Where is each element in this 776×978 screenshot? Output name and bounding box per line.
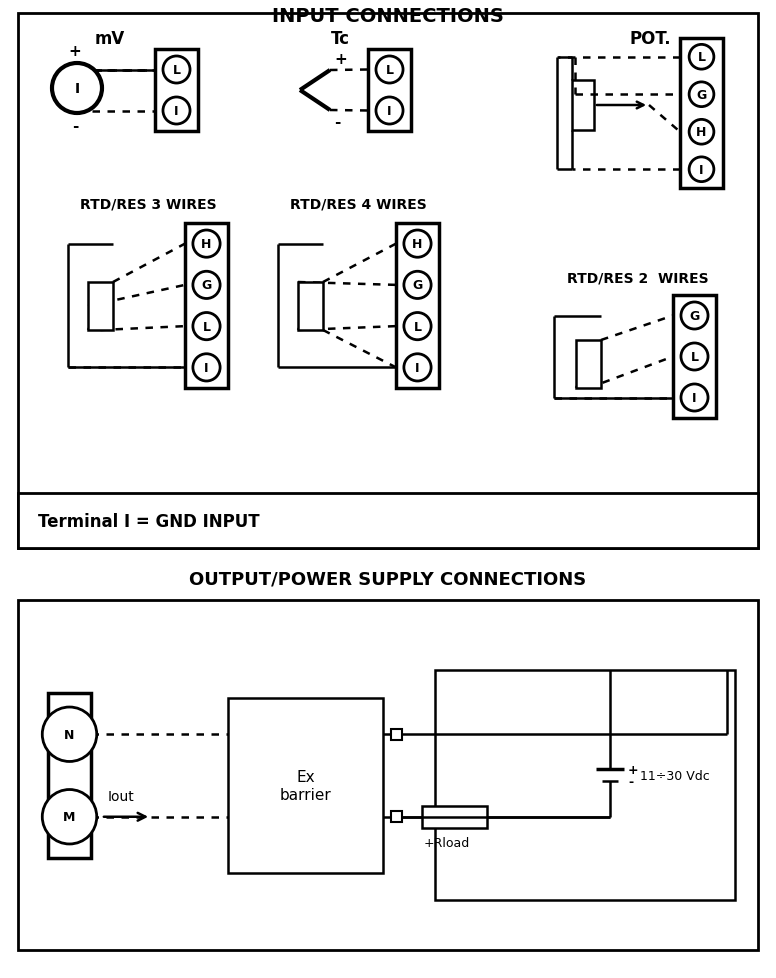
Text: 11÷30 Vdc: 11÷30 Vdc [640,769,710,782]
Text: I: I [692,391,697,405]
Bar [422,806,487,828]
Text: L: L [386,64,393,77]
Text: Tc: Tc [331,30,349,48]
Circle shape [42,789,97,844]
Text: L: L [172,64,181,77]
Circle shape [193,313,220,340]
Bar [18,600,758,950]
Bar [368,50,411,132]
Circle shape [681,384,708,412]
Circle shape [52,64,102,113]
Text: +: + [334,52,347,67]
Circle shape [404,354,431,381]
Text: G: G [202,279,212,292]
Bar [48,693,91,858]
Circle shape [681,343,708,371]
Circle shape [404,231,431,258]
Circle shape [689,83,714,108]
Text: I: I [74,82,80,96]
Text: INPUT CONNECTIONS: INPUT CONNECTIONS [272,7,504,25]
Text: L: L [691,351,698,364]
Bar [396,224,439,388]
Text: H: H [696,126,707,139]
Bar [673,295,716,419]
Circle shape [689,45,714,70]
Bar [298,283,323,331]
Text: H: H [412,238,423,251]
Bar [576,340,601,388]
Text: -: - [72,119,78,134]
Bar [435,670,735,900]
Text: Iout: Iout [108,789,134,803]
Circle shape [376,57,403,84]
Bar [680,39,723,189]
Text: -: - [628,775,633,788]
Bar [391,729,402,740]
Bar [18,14,758,549]
Bar [391,812,402,822]
Circle shape [404,313,431,340]
Text: I: I [175,105,178,118]
Circle shape [163,57,190,84]
Circle shape [193,354,220,381]
Text: Ex
barrier: Ex barrier [279,770,331,802]
Circle shape [193,272,220,299]
Text: L: L [698,51,705,65]
Text: RTD/RES 2  WIRES: RTD/RES 2 WIRES [567,272,708,286]
Text: +Rload: +Rload [424,836,470,849]
Bar [572,81,594,131]
Text: L: L [414,321,421,333]
Bar [88,283,113,331]
Bar [155,50,198,132]
Text: RTD/RES 3 WIRES: RTD/RES 3 WIRES [80,197,217,211]
Text: L: L [203,321,210,333]
Circle shape [689,157,714,183]
Text: H: H [201,238,212,251]
Bar [228,698,383,873]
Text: RTD/RES 4 WIRES: RTD/RES 4 WIRES [289,197,426,211]
Text: G: G [412,279,423,292]
Circle shape [42,707,97,762]
Bar [18,494,758,549]
Text: G: G [696,89,707,102]
Text: OUTPUT/POWER SUPPLY CONNECTIONS: OUTPUT/POWER SUPPLY CONNECTIONS [189,569,587,588]
Text: +: + [628,763,639,776]
Text: I: I [204,362,209,375]
Text: Terminal I = GND INPUT: Terminal I = GND INPUT [38,512,260,530]
Text: mV: mV [95,30,125,48]
Text: I: I [387,105,392,118]
Text: I: I [699,163,704,177]
Text: M: M [64,811,76,823]
Circle shape [681,302,708,330]
Text: -: - [334,114,341,130]
Circle shape [689,120,714,145]
Text: N: N [64,728,74,741]
Circle shape [193,231,220,258]
Bar [185,224,228,388]
Text: POT.: POT. [629,30,670,48]
Text: G: G [689,310,700,323]
Text: +: + [68,44,81,59]
Circle shape [376,98,403,125]
Circle shape [404,272,431,299]
Text: I: I [415,362,420,375]
Circle shape [163,98,190,125]
